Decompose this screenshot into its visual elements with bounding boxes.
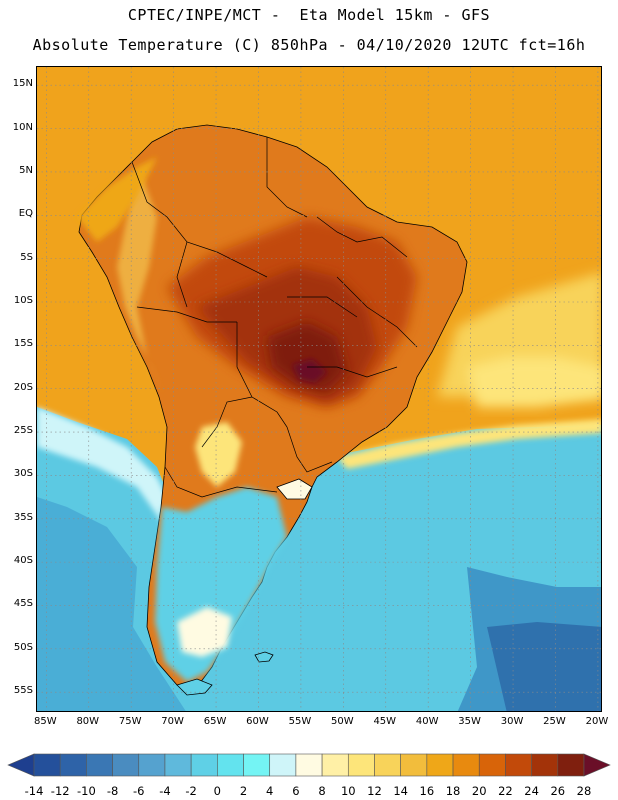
colorbar-swatch	[374, 753, 401, 777]
colorbar-swatch	[505, 753, 532, 777]
tierra-del-fuego	[176, 678, 213, 696]
lon-tick-label: 80W	[76, 716, 100, 727]
colorbar-tick-label: 16	[419, 784, 435, 798]
ocean-cold-darkest	[487, 622, 601, 711]
lat-tick-label: 55S	[13, 685, 33, 697]
land-pampas-yellow	[195, 422, 242, 487]
map-title-model: CPTEC/INPE/MCT - Eta Model 15km - GFS	[127, 6, 491, 24]
colorbar-swatch	[452, 753, 480, 777]
lon-tick-label: 85W	[34, 716, 57, 727]
lon-tick-label: 75W	[118, 716, 142, 727]
lat-tick-label: 30S	[13, 468, 33, 480]
lon-tick-label: 50W	[331, 716, 354, 727]
colorbar-tick-label: 10	[340, 784, 356, 798]
lat-tick-label: 5N	[19, 164, 33, 176]
colorbar-tick-label: 22	[498, 784, 513, 798]
colorbar-swatch	[86, 753, 113, 777]
lat-tick-label: 50S	[13, 641, 33, 653]
lat-tick-label: 5S	[20, 251, 33, 263]
lon-tick-label: 45W	[373, 716, 397, 727]
colorbar-swatch	[138, 753, 166, 777]
land-north-ocean-edge	[77, 157, 157, 242]
lat-tick-label: EQ	[18, 208, 33, 220]
map-frame	[36, 66, 602, 712]
colorbar-swatch	[478, 753, 506, 777]
lon-tick-label: 20W	[585, 716, 609, 727]
lat-tick-label: 40S	[13, 555, 33, 567]
colorbar-tick-label: -8	[106, 784, 119, 798]
colorbar-tick-label: -14	[24, 784, 44, 798]
river-plate-outline	[276, 478, 313, 500]
colorbar-swatch	[347, 753, 375, 777]
ocean-cold-deep	[37, 497, 186, 711]
colorbar-tick-label: 2	[239, 784, 248, 798]
lat-tick-label: 15S	[13, 338, 33, 350]
lat-tick-label: 45S	[13, 598, 33, 610]
lat-tick-label: 20S	[13, 381, 33, 393]
colorbar-swatch	[321, 753, 349, 777]
lat-tick-label: 35S	[13, 511, 33, 523]
colorbar-tick-label: -2	[185, 784, 197, 798]
ocean-light-yellow	[467, 357, 601, 407]
land-patagonia-pale	[177, 607, 232, 657]
ocean-pale-band	[37, 407, 177, 522]
colorbar-tick-label: -10	[76, 784, 96, 798]
colorbar-tick-label: 8	[318, 784, 326, 798]
country-borders	[131, 137, 418, 498]
colorbar-swatch	[59, 753, 87, 777]
lat-tick-label: 25S	[13, 425, 33, 437]
lon-tick-label: 25W	[543, 716, 566, 727]
colorbar-swatch	[190, 753, 218, 777]
colorbar-swatch	[295, 753, 323, 777]
colorbar-tick-label: 0	[213, 784, 221, 798]
lat-tick-label: 10N	[12, 121, 33, 133]
lat-tick-label: 10S	[13, 294, 33, 306]
colorbar-tick-label: 6	[292, 784, 300, 798]
colorbar-swatch	[33, 753, 61, 777]
ocean-pale-east	[337, 419, 601, 469]
colorbar-swatch	[217, 753, 244, 777]
lon-tick-label: 55W	[288, 716, 312, 727]
colorbar-tick-label: -12	[50, 784, 70, 798]
colorbar-swatch	[164, 753, 192, 777]
lon-tick-label: 35W	[458, 716, 481, 727]
colorbar-tick-label: -4	[159, 784, 171, 798]
colorbar-tick-label: 4	[266, 784, 274, 798]
colorbar-tick-label: 14	[393, 784, 408, 798]
colorbar-swatch	[531, 753, 559, 777]
colorbar-tick-label: 20	[471, 784, 487, 798]
colorbar-swatch	[400, 753, 428, 777]
falkland-islands	[254, 651, 274, 663]
colorbar-swatch	[112, 753, 140, 777]
lon-tick-label: 30W	[500, 716, 524, 727]
colorbar-swatch	[557, 753, 585, 777]
colorbar-tick-label: 28	[576, 784, 592, 798]
colorbar-tick-label: -6	[133, 784, 145, 798]
colorbar-swatch	[243, 753, 271, 777]
land-andes-strip	[117, 177, 172, 427]
colorbar-swatch	[269, 753, 297, 777]
colorbar-high-triangle	[583, 753, 611, 777]
colorbar-tick-label: 26	[550, 784, 566, 798]
temperature-colorbar	[7, 753, 611, 777]
colorbar-swatch	[426, 753, 454, 777]
lon-tick-label: 70W	[161, 716, 184, 727]
lon-tick-label: 40W	[415, 716, 439, 727]
lon-tick-label: 60W	[246, 716, 269, 727]
lon-tick-label: 65W	[203, 716, 227, 727]
colorbar-tick-label: 24	[524, 784, 539, 798]
colorbar-tick-label: 12	[367, 784, 382, 798]
map-title-field: Absolute Temperature (C) 850hPa - 04/10/…	[32, 36, 586, 54]
lat-tick-label: 15N	[12, 78, 33, 90]
land-hottest-zone	[267, 322, 347, 392]
temperature-map	[37, 67, 601, 711]
colorbar-tick-label: 18	[445, 784, 461, 798]
colorbar-low-triangle	[7, 753, 35, 777]
